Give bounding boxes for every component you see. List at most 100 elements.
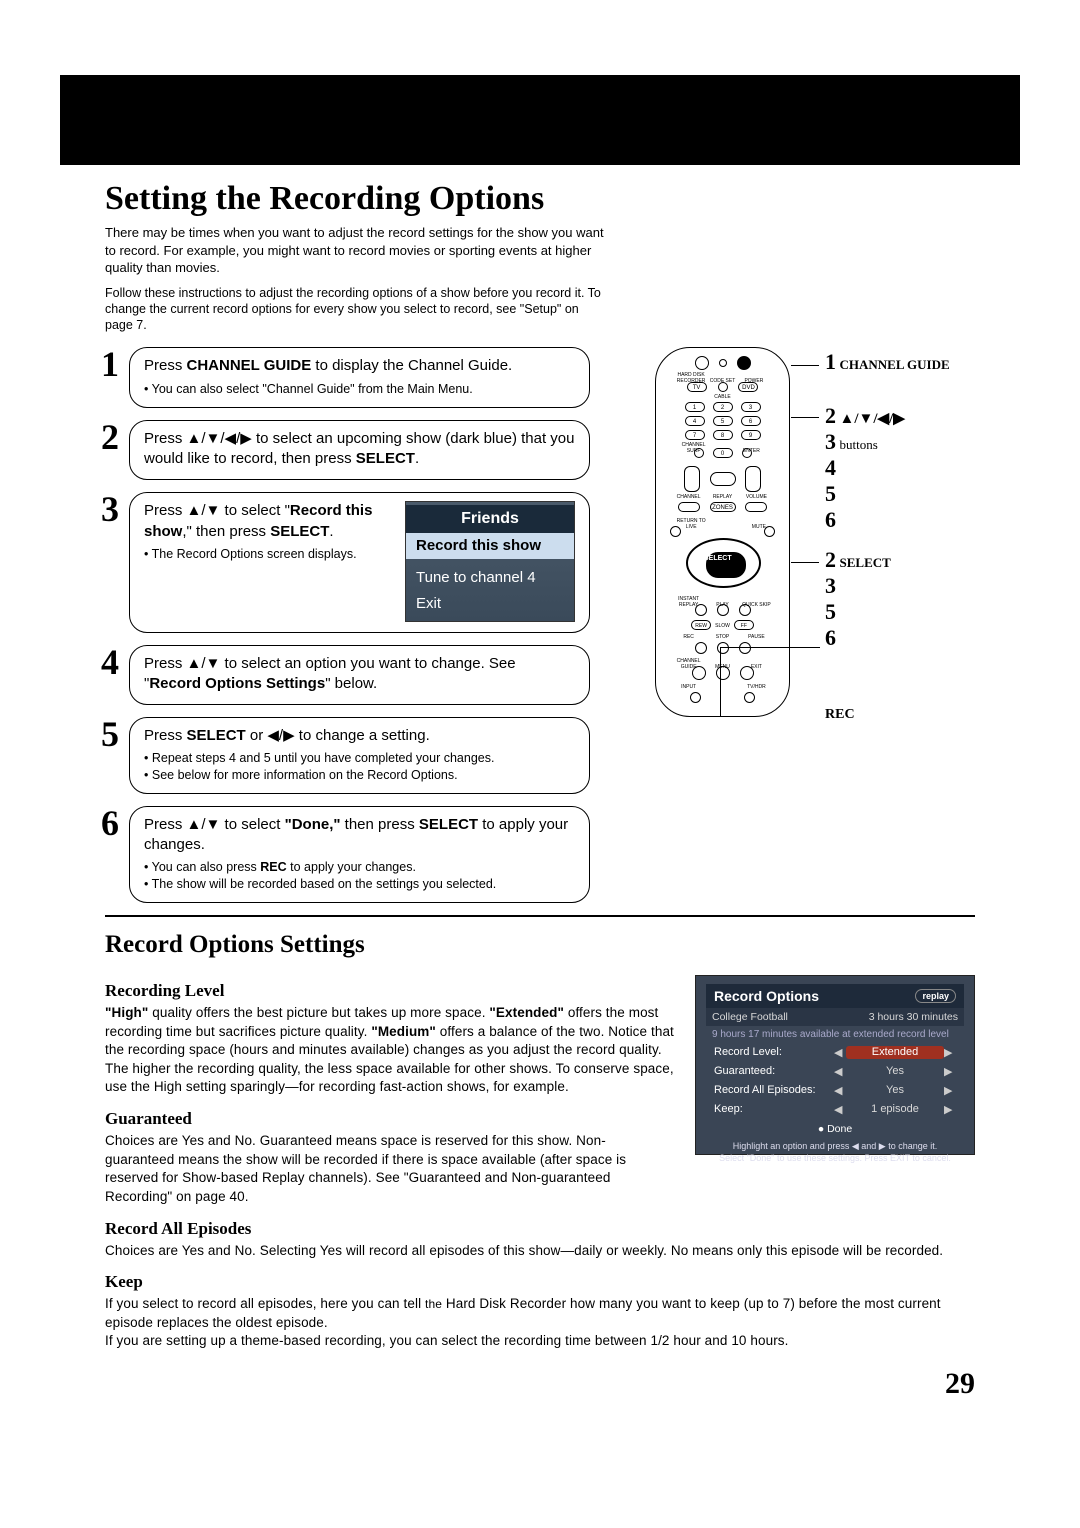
options-heading: Record Options Settings bbox=[105, 931, 975, 959]
record-options-screenshot: Record Options replay College Football 3… bbox=[695, 975, 975, 1155]
step-2-text-pre: Press bbox=[144, 430, 187, 447]
num-3: 3 bbox=[741, 402, 761, 412]
dpad bbox=[686, 538, 761, 588]
remote-column: HARD DISK RECORDER CODE SET POWER TV DVD… bbox=[605, 347, 975, 717]
scr-keep-lbl: Keep: bbox=[714, 1103, 834, 1116]
scr-guar-lbl: Guaranteed: bbox=[714, 1065, 834, 1078]
select-label: SELECT bbox=[704, 555, 732, 562]
step-3-text-mid: to select " bbox=[220, 502, 290, 519]
osd-exit: Exit bbox=[406, 591, 574, 617]
step-5-text-mid: or bbox=[246, 727, 268, 744]
tv-button: TV bbox=[687, 382, 707, 392]
step-5-number: 5 bbox=[101, 713, 119, 755]
keep-text-2: If you are setting up a theme-based reco… bbox=[105, 1332, 975, 1351]
step-1-text-pre: Press bbox=[144, 357, 187, 374]
callout-arrows: 2 ▲/▼/◀/▶ 3 buttons 4 5 6 bbox=[825, 403, 905, 533]
scr-foot: Highlight an option and press ◀ and ▶ to… bbox=[706, 1141, 964, 1164]
step-3-text-pre: Press bbox=[144, 502, 187, 519]
scr-show: College Football bbox=[712, 1011, 788, 1023]
recording-level-heading: Recording Level bbox=[105, 981, 675, 1001]
scr-rae-lbl: Record All Episodes: bbox=[714, 1084, 834, 1097]
scr-dur: 3 hours 30 minutes bbox=[869, 1011, 958, 1023]
scr-avail: 9 hours 17 minutes available at extended… bbox=[706, 1026, 964, 1043]
step-3-text-post2: . bbox=[329, 523, 333, 540]
recording-level-text: "High" quality offers the best picture b… bbox=[105, 1004, 675, 1097]
step-2-text-post: . bbox=[415, 450, 419, 467]
step-2: 2 Press ▲/▼/◀/▶ to select an upcoming sh… bbox=[105, 420, 590, 481]
intro-para-2: Follow these instructions to adjust the … bbox=[105, 285, 605, 334]
step-3-bold2: SELECT bbox=[270, 523, 329, 540]
step-6-text-pre: Press bbox=[144, 816, 187, 833]
step-5-sub1: Repeat steps 4 and 5 until you have comp… bbox=[144, 750, 575, 766]
osd-popup: Friends Record this show Tune to channel… bbox=[405, 501, 575, 621]
step-6: 6 Press ▲/▼ to select "Done," then press… bbox=[105, 806, 590, 903]
step-6-bold: "Done," bbox=[285, 816, 341, 833]
step-5: 5 Press SELECT or ◀/▶ to change a settin… bbox=[105, 717, 590, 794]
rae-text: Choices are Yes and No. Selecting Yes wi… bbox=[105, 1242, 975, 1261]
scr-title: Record Options bbox=[714, 988, 819, 1004]
osd-tune: Tune to channel 4 bbox=[406, 565, 574, 591]
num-8: 8 bbox=[713, 430, 733, 440]
scr-logo: replay bbox=[915, 989, 956, 1003]
step-6-text-mid: to select bbox=[220, 816, 284, 833]
steps-column: 1 Press CHANNEL GUIDE to display the Cha… bbox=[105, 347, 590, 915]
step-5-bold: SELECT bbox=[187, 727, 246, 744]
step-6-text-mid2: then press bbox=[341, 816, 419, 833]
step-4-number: 4 bbox=[101, 641, 119, 683]
step-4-text-pre: Press bbox=[144, 655, 187, 672]
num-1: 1 bbox=[685, 402, 705, 412]
step-4: 4 Press ▲/▼ to select an option you want… bbox=[105, 645, 590, 706]
step-4-bold: Record Options Settings bbox=[149, 675, 325, 692]
remote-control: HARD DISK RECORDER CODE SET POWER TV DVD… bbox=[655, 347, 790, 717]
step-2-bold: SELECT bbox=[356, 450, 415, 467]
step-4-arrows: ▲/▼ bbox=[187, 655, 221, 672]
rae-heading: Record All Episodes bbox=[105, 1219, 975, 1239]
callout-select: 2 SELECT 3 5 6 bbox=[825, 547, 891, 651]
step-1-text-post: to display the Channel Guide. bbox=[311, 357, 512, 374]
scr-rae-val: Yes bbox=[846, 1084, 944, 1097]
step-3-arrows: ▲/▼ bbox=[187, 502, 221, 519]
osd-record-show: Record this show bbox=[406, 533, 574, 559]
num-4: 4 bbox=[685, 416, 705, 426]
num-7: 7 bbox=[685, 430, 705, 440]
step-1-number: 1 bbox=[101, 343, 119, 385]
guaranteed-heading: Guaranteed bbox=[105, 1109, 675, 1129]
step-6-bold2: SELECT bbox=[419, 816, 478, 833]
page-title: Setting the Recording Options bbox=[105, 180, 975, 218]
scr-level-lbl: Record Level: bbox=[714, 1046, 834, 1059]
callout-channel-guide: 1 CHANNEL GUIDE bbox=[825, 349, 950, 375]
step-3-sub: The Record Options screen displays. bbox=[144, 546, 395, 562]
page-number: 29 bbox=[945, 1367, 975, 1401]
scr-done: ● Done bbox=[706, 1123, 964, 1135]
keep-heading: Keep bbox=[105, 1272, 975, 1292]
step-3-number: 3 bbox=[101, 488, 119, 530]
keep-text-1: If you select to record all episodes, he… bbox=[105, 1295, 975, 1332]
guaranteed-text: Choices are Yes and No. Guaranteed means… bbox=[105, 1132, 675, 1207]
step-2-arrows: ▲/▼/◀/▶ bbox=[187, 430, 252, 447]
step-5-arrows: ◀/▶ bbox=[267, 727, 294, 744]
scr-level-val: Extended bbox=[846, 1046, 944, 1059]
step-1: 1 Press CHANNEL GUIDE to display the Cha… bbox=[105, 347, 590, 408]
step-4-text-post: " below. bbox=[325, 675, 377, 692]
step-3-text-post: ," then press bbox=[182, 523, 270, 540]
header-black-band bbox=[60, 75, 1020, 165]
step-3: 3 Press ▲/▼ to select "Record this show,… bbox=[105, 492, 590, 632]
scr-guar-val: Yes bbox=[846, 1065, 944, 1078]
num-9: 9 bbox=[741, 430, 761, 440]
num-6: 6 bbox=[741, 416, 761, 426]
step-6-sub2: The show will be recorded based on the s… bbox=[144, 876, 575, 892]
dvd-button: DVD bbox=[738, 382, 758, 392]
divider bbox=[105, 915, 975, 917]
osd-title: Friends bbox=[406, 505, 574, 533]
step-6-arrows: ▲/▼ bbox=[187, 816, 221, 833]
step-1-bold: CHANNEL GUIDE bbox=[187, 357, 312, 374]
step-5-text-pre: Press bbox=[144, 727, 187, 744]
step-1-sub: You can also select "Channel Guide" from… bbox=[144, 381, 575, 397]
scr-keep-val: 1 episode bbox=[846, 1103, 944, 1116]
num-5: 5 bbox=[713, 416, 733, 426]
intro-para-1: There may be times when you want to adju… bbox=[105, 224, 605, 277]
step-6-sub1: You can also press REC to apply your cha… bbox=[144, 859, 575, 875]
step-2-number: 2 bbox=[101, 416, 119, 458]
callout-rec: REC bbox=[825, 707, 855, 723]
num-2: 2 bbox=[713, 402, 733, 412]
